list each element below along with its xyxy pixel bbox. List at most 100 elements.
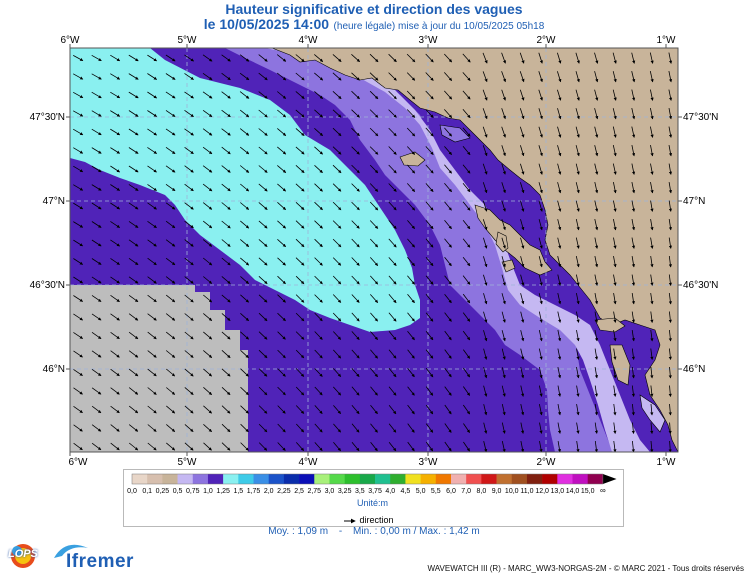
direction-arrow (520, 293, 525, 305)
direction-arrow (388, 294, 397, 304)
direction-arrow (147, 387, 157, 395)
direction-arrow (501, 163, 506, 175)
direction-arrow (594, 108, 599, 120)
direction-arrow (332, 312, 342, 322)
direction-arrow (240, 405, 249, 414)
direction-arrow (221, 294, 231, 303)
direction-arrow (650, 348, 654, 361)
direction-arrow (539, 422, 543, 434)
direction-arrow (240, 423, 249, 433)
direction-arrow (333, 331, 342, 340)
direction-arrow (613, 440, 617, 452)
direction-arrow (258, 349, 268, 359)
direction-arrow (110, 147, 121, 154)
direction-arrow (147, 91, 158, 99)
direction-arrow (202, 54, 213, 62)
direction-arrow (520, 348, 525, 360)
direction-arrow (332, 294, 342, 303)
legend-swatch (238, 474, 254, 484)
direction-arrow (128, 257, 139, 266)
direction-arrow (631, 422, 635, 435)
direction-arrow (594, 163, 599, 175)
direction-arrow (407, 183, 416, 192)
direction-arrow (203, 294, 213, 303)
direction-arrow (631, 256, 636, 268)
direction-arrow (73, 202, 84, 210)
direction-arrow (91, 221, 102, 228)
direction-arrow (277, 220, 286, 229)
direction-arrow (147, 110, 158, 117)
direction-arrow (333, 368, 342, 377)
lon-label-bottom: 4°W (299, 457, 319, 468)
direction-arrow (631, 145, 636, 157)
direction-arrow (314, 238, 323, 248)
direction-arrow (520, 330, 525, 342)
direction-arrow (631, 163, 636, 175)
direction-arrow (501, 256, 506, 268)
direction-arrow (277, 128, 287, 136)
direction-arrow (221, 423, 231, 433)
direction-arrow (520, 219, 525, 231)
legend-tick-label: 0,25 (156, 488, 170, 495)
direction-arrow (110, 276, 120, 284)
direction-arrow (462, 72, 471, 81)
direction-arrow (425, 257, 434, 267)
direction-arrow (314, 423, 323, 433)
direction-arrow (463, 441, 470, 452)
direction-arrow (110, 313, 120, 321)
direction-arrow (91, 128, 102, 136)
direction-arrow (519, 126, 525, 138)
direction-arrow (650, 89, 654, 101)
direction-arrow (184, 54, 195, 62)
direction-arrow (203, 368, 213, 377)
direction-arrow (91, 350, 102, 358)
direction-arrow (110, 165, 121, 173)
direction-arrow (631, 366, 635, 379)
direction-arrow (258, 331, 268, 340)
axis-labels: 6°W 5°W 4°W 3°W 2°W 1°W 6°W 5°W 4°W 3°W … (30, 35, 719, 468)
direction-arrow (333, 349, 342, 359)
direction-arrow (221, 350, 231, 359)
legend-swatch (344, 474, 361, 484)
mean-value: Moy. : 1,09 m (268, 526, 329, 537)
direction-arrow (240, 202, 250, 210)
direction-arrow (184, 165, 194, 173)
direction-arrow (483, 256, 488, 268)
direction-arrow (631, 237, 636, 249)
direction-arrow (370, 386, 378, 396)
lon-label-top: 4°W (299, 35, 319, 46)
direction-arrow (557, 237, 562, 249)
direction-arrow (165, 110, 176, 117)
direction-arrow (538, 237, 543, 249)
legend-swatch (435, 474, 452, 484)
legend-swatch (147, 474, 163, 484)
lon-label-bottom: 5°W (178, 457, 198, 468)
direction-arrow (91, 184, 102, 191)
direction-arrow (314, 109, 323, 118)
direction-arrow (258, 72, 268, 81)
direction-arrow (147, 147, 158, 154)
direction-arrow (631, 52, 636, 64)
direction-arrow (501, 126, 506, 138)
legend-swatch (283, 474, 300, 484)
direction-arrow (668, 71, 673, 83)
direction-arrow (165, 165, 176, 173)
wave-height-map[interactable]: 6°W 5°W 4°W 3°W 2°W 1°W 6°W 5°W 4°W 3°W … (0, 0, 748, 470)
direction-arrow (184, 350, 194, 358)
direction-arrow (613, 330, 617, 342)
direction-arrow (388, 183, 397, 192)
direction-arrow (91, 110, 102, 117)
direction-arrow (295, 405, 305, 414)
legend-tick-label: 1,5 (233, 488, 243, 495)
direction-arrow (462, 293, 471, 304)
direction-arrow (184, 109, 194, 118)
direction-arrow (295, 146, 305, 155)
island-re-oleron (594, 317, 631, 386)
legend-tick-label: 3,0 (325, 488, 335, 495)
lon-label-top: 3°W (419, 35, 439, 46)
direction-arrow (202, 257, 213, 266)
direction-arrow (277, 331, 286, 340)
direction-arrow (575, 219, 580, 231)
lops-logo-text: LOPS (8, 548, 38, 560)
legend-swatch (359, 474, 376, 484)
